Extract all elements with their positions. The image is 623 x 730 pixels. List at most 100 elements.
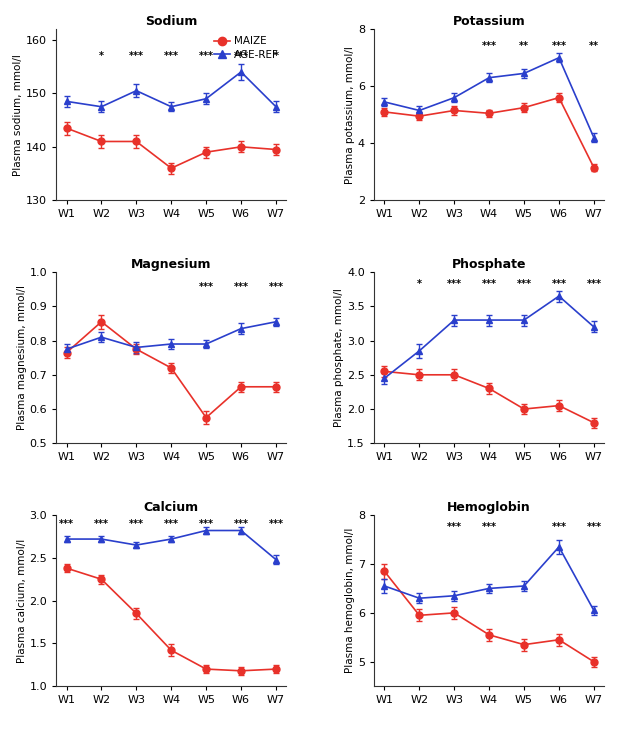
- Y-axis label: Plasma potassium, mmol/l: Plasma potassium, mmol/l: [345, 46, 355, 184]
- Text: ***: ***: [447, 523, 462, 532]
- Text: ***: ***: [269, 283, 283, 293]
- Y-axis label: Plasma calcium, mmol/l: Plasma calcium, mmol/l: [17, 539, 27, 663]
- Line: AGE-REF: AGE-REF: [63, 69, 280, 110]
- Line: MAIZE: MAIZE: [381, 94, 597, 171]
- AGE-REF: [133, 343, 140, 352]
- AGE-REF: [381, 582, 388, 591]
- AGE-REF: [590, 606, 597, 615]
- Text: ***: ***: [164, 519, 179, 529]
- Line: MAIZE: MAIZE: [381, 568, 597, 665]
- MAIZE: [450, 106, 458, 115]
- Line: AGE-REF: AGE-REF: [63, 318, 280, 353]
- AGE-REF: [237, 526, 245, 535]
- Text: ***: ***: [199, 519, 214, 529]
- Line: MAIZE: MAIZE: [63, 125, 280, 172]
- AGE-REF: [168, 102, 175, 111]
- Text: ***: ***: [129, 519, 144, 529]
- MAIZE: [237, 142, 245, 151]
- Line: MAIZE: MAIZE: [381, 368, 597, 426]
- MAIZE: [133, 609, 140, 618]
- Text: ***: ***: [447, 279, 462, 289]
- MAIZE: [133, 345, 140, 353]
- AGE-REF: [133, 541, 140, 550]
- AGE-REF: [590, 323, 597, 331]
- Text: ***: ***: [586, 523, 601, 532]
- MAIZE: [202, 147, 210, 156]
- Text: ***: ***: [234, 519, 249, 529]
- AGE-REF: [98, 102, 105, 111]
- MAIZE: [381, 107, 388, 116]
- MAIZE: [272, 145, 280, 154]
- MAIZE: [63, 348, 70, 357]
- MAIZE: [63, 123, 70, 132]
- MAIZE: [450, 370, 458, 379]
- Title: Magnesium: Magnesium: [131, 258, 211, 271]
- AGE-REF: [168, 339, 175, 348]
- MAIZE: [98, 318, 105, 326]
- MAIZE: [202, 413, 210, 422]
- AGE-REF: [272, 556, 280, 564]
- AGE-REF: [450, 591, 458, 600]
- AGE-REF: [63, 345, 70, 353]
- Y-axis label: Plasma sodium, mmol/l: Plasma sodium, mmol/l: [13, 54, 23, 176]
- AGE-REF: [555, 542, 563, 551]
- MAIZE: [590, 418, 597, 427]
- Line: MAIZE: MAIZE: [63, 318, 280, 421]
- Text: **: **: [519, 41, 529, 50]
- AGE-REF: [202, 526, 210, 535]
- AGE-REF: [520, 69, 528, 78]
- MAIZE: [590, 163, 597, 172]
- Text: ***: ***: [551, 41, 566, 50]
- Line: AGE-REF: AGE-REF: [381, 54, 597, 141]
- Text: ***: ***: [551, 523, 566, 532]
- MAIZE: [485, 109, 493, 118]
- AGE-REF: [272, 318, 280, 326]
- Text: ***: ***: [234, 283, 249, 293]
- AGE-REF: [555, 53, 563, 62]
- MAIZE: [555, 402, 563, 410]
- MAIZE: [416, 112, 423, 120]
- Text: ***: ***: [482, 41, 497, 50]
- Text: *: *: [99, 50, 104, 61]
- MAIZE: [485, 631, 493, 639]
- MAIZE: [450, 609, 458, 618]
- AGE-REF: [450, 93, 458, 102]
- Text: ***: ***: [199, 283, 214, 293]
- Title: Sodium: Sodium: [145, 15, 197, 28]
- MAIZE: [416, 370, 423, 379]
- Text: ***: ***: [551, 279, 566, 289]
- AGE-REF: [520, 315, 528, 324]
- MAIZE: [520, 103, 528, 112]
- MAIZE: [416, 611, 423, 620]
- MAIZE: [98, 137, 105, 146]
- MAIZE: [202, 665, 210, 674]
- Line: AGE-REF: AGE-REF: [381, 543, 597, 614]
- MAIZE: [272, 383, 280, 391]
- Legend: MAIZE, AGE-REF: MAIZE, AGE-REF: [212, 34, 281, 62]
- AGE-REF: [63, 97, 70, 106]
- AGE-REF: [381, 98, 388, 107]
- AGE-REF: [98, 333, 105, 342]
- AGE-REF: [168, 534, 175, 543]
- MAIZE: [381, 367, 388, 376]
- AGE-REF: [202, 94, 210, 103]
- Title: Calcium: Calcium: [144, 501, 199, 514]
- AGE-REF: [202, 339, 210, 348]
- AGE-REF: [485, 584, 493, 593]
- MAIZE: [168, 164, 175, 172]
- AGE-REF: [485, 73, 493, 82]
- AGE-REF: [416, 106, 423, 115]
- Text: ***: ***: [94, 519, 109, 529]
- MAIZE: [168, 364, 175, 372]
- Title: Hemoglobin: Hemoglobin: [447, 501, 531, 514]
- MAIZE: [485, 384, 493, 393]
- MAIZE: [63, 564, 70, 572]
- MAIZE: [237, 383, 245, 391]
- Text: ***: ***: [234, 50, 249, 61]
- Text: ***: ***: [129, 50, 144, 61]
- MAIZE: [98, 575, 105, 584]
- MAIZE: [272, 665, 280, 674]
- Y-axis label: Plasma phosphate, mmol/l: Plasma phosphate, mmol/l: [335, 288, 345, 427]
- Text: *: *: [417, 279, 422, 289]
- Y-axis label: Plasma hemoglobin, mmol/l: Plasma hemoglobin, mmol/l: [345, 528, 355, 673]
